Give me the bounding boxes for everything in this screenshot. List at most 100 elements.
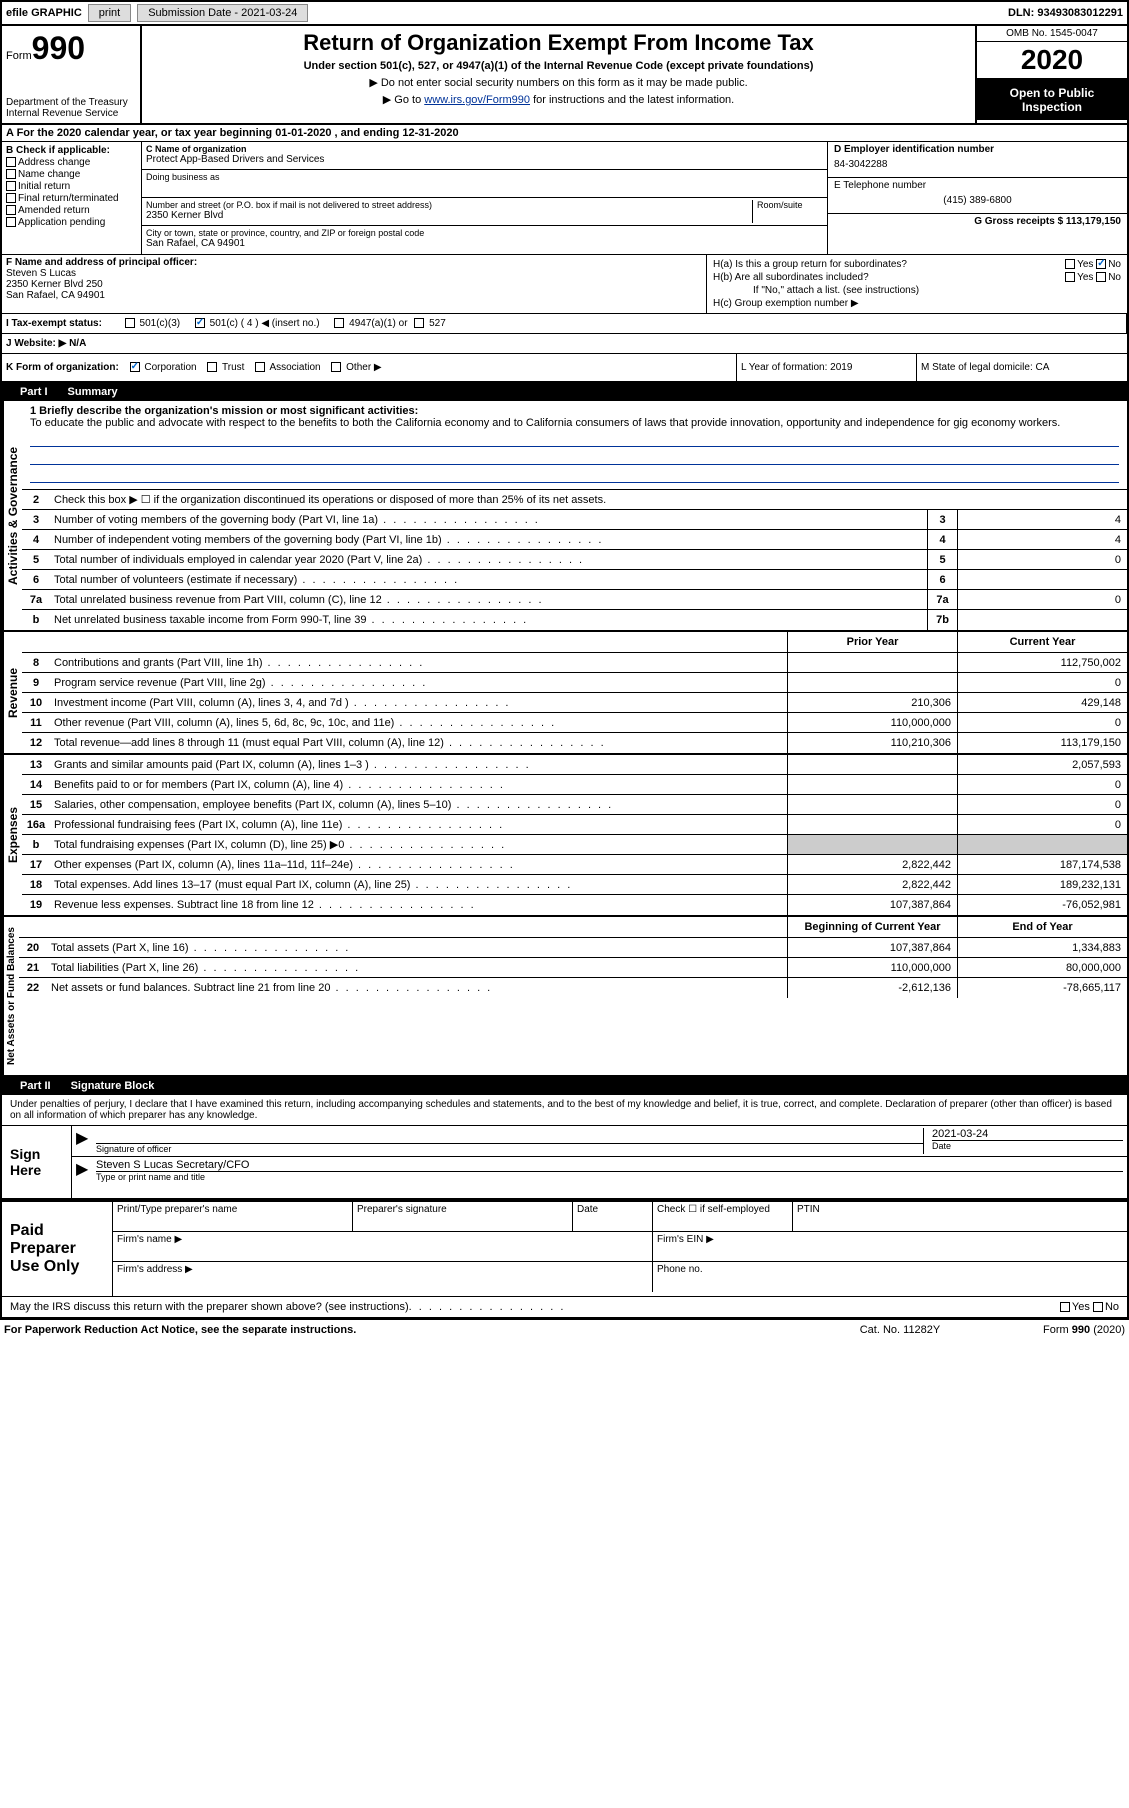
- checkbox-icon[interactable]: [1065, 259, 1075, 269]
- prior-val: [787, 653, 957, 672]
- checkbox-icon[interactable]: [195, 318, 205, 328]
- current-val: 0: [957, 795, 1127, 814]
- chk-initial: Initial return: [6, 181, 137, 192]
- line-num: 15: [22, 797, 50, 813]
- main-title: Return of Organization Exempt From Incom…: [146, 30, 971, 56]
- data-line: 18Total expenses. Add lines 13–17 (must …: [22, 875, 1127, 895]
- submission-date-button[interactable]: Submission Date - 2021-03-24: [137, 4, 308, 22]
- exp-side-label: Expenses: [2, 755, 22, 915]
- part2-num: Part II: [10, 1080, 61, 1092]
- mission-box: 1 Briefly describe the organization's mi…: [22, 401, 1127, 490]
- gov-content: 1 Briefly describe the organization's mi…: [22, 401, 1127, 630]
- ha-row: H(a) Is this a group return for subordin…: [713, 259, 1121, 270]
- line-k-label: K Form of organization:: [6, 362, 119, 373]
- org-name-label: C Name of organization: [146, 144, 823, 154]
- current-val: 112,750,002: [957, 653, 1127, 672]
- line-text: Number of independent voting members of …: [50, 532, 927, 548]
- gov-line: 5Total number of individuals employed in…: [22, 550, 1127, 570]
- checkbox-icon[interactable]: [6, 193, 16, 203]
- current-year-head: Current Year: [957, 632, 1127, 652]
- arrow-icon: ▶: [76, 1128, 96, 1154]
- blank-line: [30, 467, 1119, 483]
- data-line: 21Total liabilities (Part X, line 26)110…: [19, 958, 1127, 978]
- line-val: 0: [957, 550, 1127, 569]
- checkbox-icon[interactable]: [1093, 1302, 1103, 1312]
- discuss-yn: Yes No: [1060, 1301, 1119, 1313]
- col-f-officer: F Name and address of principal officer:…: [2, 255, 707, 313]
- gov-line: bNet unrelated business taxable income f…: [22, 610, 1127, 630]
- checkbox-icon[interactable]: [1096, 259, 1106, 269]
- state-domicile: M State of legal domicile: CA: [917, 354, 1127, 381]
- current-val: 80,000,000: [957, 958, 1127, 977]
- checkbox-icon[interactable]: [6, 157, 16, 167]
- line-num: 21: [19, 960, 47, 976]
- dots: [409, 1301, 566, 1313]
- line-num: 6: [22, 572, 50, 588]
- hb-row: H(b) Are all subordinates included?Yes N…: [713, 272, 1121, 283]
- ha-yn: Yes No: [1065, 259, 1121, 270]
- phone-value: (415) 389-6800: [834, 195, 1121, 206]
- data-line: 13Grants and similar amounts paid (Part …: [22, 755, 1127, 775]
- checkbox-icon[interactable]: [334, 318, 344, 328]
- checkbox-icon[interactable]: [1096, 272, 1106, 282]
- data-line: 9Program service revenue (Part VIII, lin…: [22, 673, 1127, 693]
- dba-row: Doing business as: [142, 170, 827, 198]
- net-section: Net Assets or Fund Balances Beginning of…: [2, 917, 1127, 1077]
- year-formation: L Year of formation: 2019: [737, 354, 917, 381]
- irs-link[interactable]: www.irs.gov/Form990: [424, 94, 530, 106]
- prior-val: 110,000,000: [787, 713, 957, 732]
- discuss-row: May the IRS discuss this return with the…: [2, 1296, 1127, 1317]
- checkbox-icon[interactable]: [207, 362, 217, 372]
- print-button[interactable]: print: [88, 4, 131, 22]
- line-box: 5: [927, 550, 957, 569]
- exp-content: 13Grants and similar amounts paid (Part …: [22, 755, 1127, 915]
- sig-date-label: Date: [932, 1141, 1123, 1151]
- line-num: b: [22, 837, 50, 853]
- hb-note: If "No," attach a list. (see instruction…: [713, 285, 1121, 296]
- room-label: Room/suite: [753, 200, 823, 223]
- line-text: Total assets (Part X, line 16): [47, 940, 787, 956]
- line-text: Total number of volunteers (estimate if …: [50, 572, 927, 588]
- sign-here-row: Sign Here ▶ Signature of officer 2021-03…: [2, 1125, 1127, 1198]
- current-val: 429,148: [957, 693, 1127, 712]
- checkbox-icon[interactable]: [125, 318, 135, 328]
- prior-val: [787, 835, 957, 854]
- efile-label: efile GRAPHIC: [6, 7, 82, 19]
- checkbox-icon[interactable]: [6, 205, 16, 215]
- current-val: 1,334,883: [957, 938, 1127, 957]
- current-val: 2,057,593: [957, 755, 1127, 774]
- sig-name-row: ▶ Steven S Lucas Secretary/CFO Type or p…: [72, 1157, 1127, 1187]
- net-content: Beginning of Current Year End of Year 20…: [19, 917, 1127, 1075]
- prior-val: 110,210,306: [787, 733, 957, 753]
- line-text: Benefits paid to or for members (Part IX…: [50, 777, 787, 793]
- col-h-group: H(a) Is this a group return for subordin…: [707, 255, 1127, 313]
- current-val: 0: [957, 673, 1127, 692]
- section-klm: K Form of organization: Corporation Trus…: [2, 354, 1127, 383]
- line-text: Number of voting members of the governin…: [50, 512, 927, 528]
- chk-final: Final return/terminated: [6, 193, 137, 204]
- checkbox-icon[interactable]: [6, 181, 16, 191]
- checkbox-icon[interactable]: [414, 318, 424, 328]
- goto-link-row: ▶ Go to www.irs.gov/Form990 for instruct…: [146, 93, 971, 106]
- checkbox-icon[interactable]: [331, 362, 341, 372]
- checkbox-icon[interactable]: [255, 362, 265, 372]
- form-ref: Form 990 (2020): [975, 1324, 1125, 1336]
- checkbox-icon[interactable]: [6, 217, 16, 227]
- perjury-declaration: Under penalties of perjury, I declare th…: [2, 1095, 1127, 1125]
- checkbox-icon[interactable]: [1060, 1302, 1070, 1312]
- tax-year: 2020: [977, 42, 1127, 80]
- line-val: 0: [957, 590, 1127, 609]
- line-text: Other revenue (Part VIII, column (A), li…: [50, 715, 787, 731]
- checkbox-icon[interactable]: [130, 362, 140, 372]
- rev-col-header: Prior Year Current Year: [22, 632, 1127, 653]
- cat-no: Cat. No. 11282Y: [825, 1324, 975, 1336]
- prior-year-head: Prior Year: [787, 632, 957, 652]
- col-c-org-info: C Name of organization Protect App-Based…: [142, 142, 827, 254]
- checkbox-icon[interactable]: [1065, 272, 1075, 282]
- gov-line: 7aTotal unrelated business revenue from …: [22, 590, 1127, 610]
- checkbox-icon[interactable]: [6, 169, 16, 179]
- line-text: Total unrelated business revenue from Pa…: [50, 592, 927, 608]
- officer-label: F Name and address of principal officer:: [6, 257, 702, 268]
- line-num: 11: [22, 715, 50, 731]
- top-bar: efile GRAPHIC print Submission Date - 20…: [2, 2, 1127, 26]
